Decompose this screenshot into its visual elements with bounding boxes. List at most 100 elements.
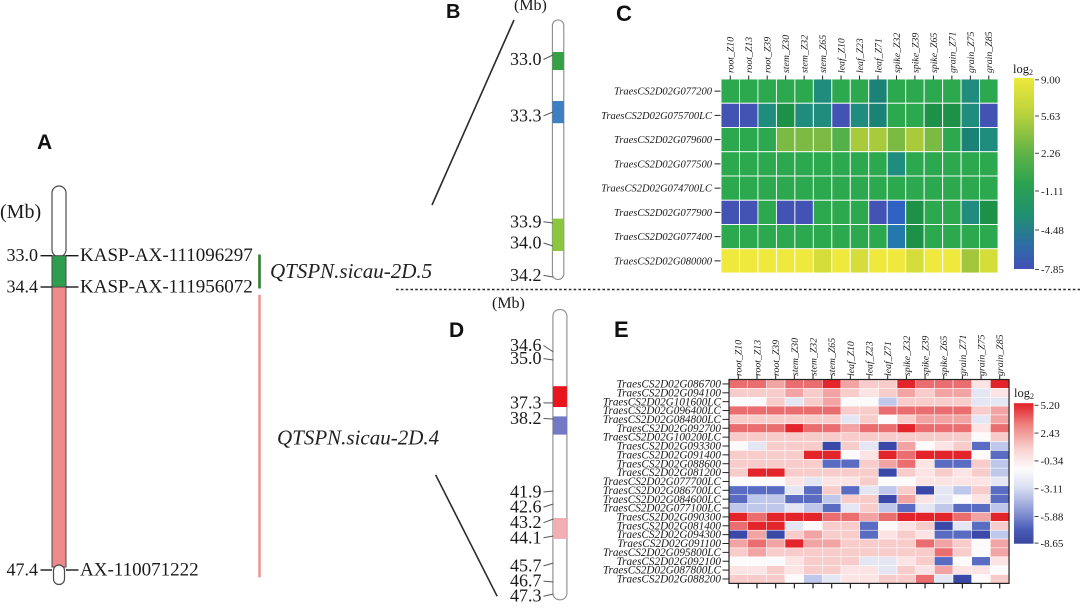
svg-text:E: E bbox=[614, 317, 629, 342]
svg-text:TraesCS2D02G091400: TraesCS2D02G091400 bbox=[617, 449, 722, 461]
svg-text:-5.88: -5.88 bbox=[1041, 511, 1064, 523]
svg-text:spike_Z39: spike_Z39 bbox=[920, 336, 931, 376]
svg-text:-1.11: -1.11 bbox=[1041, 186, 1064, 198]
svg-text:TraesCS2D02G094300: TraesCS2D02G094300 bbox=[617, 529, 722, 541]
svg-text:TraesCS2D02G087800LC: TraesCS2D02G087800LC bbox=[603, 565, 722, 577]
svg-text:leaf_Z71: leaf_Z71 bbox=[873, 38, 884, 73]
svg-text:38.2: 38.2 bbox=[510, 408, 542, 428]
svg-text:34.0: 34.0 bbox=[510, 233, 542, 253]
svg-text:9.00: 9.00 bbox=[1041, 75, 1061, 87]
svg-text:TraesCS2D02G079600: TraesCS2D02G079600 bbox=[614, 135, 713, 146]
svg-text:stem_Z65: stem_Z65 bbox=[827, 338, 838, 376]
svg-text:leaf_Z10: leaf_Z10 bbox=[846, 341, 857, 376]
svg-text:TraesCS2D02G081200: TraesCS2D02G081200 bbox=[617, 467, 722, 479]
svg-text:TraesCS2D02G077200: TraesCS2D02G077200 bbox=[614, 87, 713, 98]
svg-text:47.3: 47.3 bbox=[510, 586, 542, 606]
svg-text:TraesCS2D02G080000: TraesCS2D02G080000 bbox=[614, 256, 713, 267]
svg-text:TraesCS2D02G084600LC: TraesCS2D02G084600LC bbox=[603, 494, 722, 506]
svg-text:33.0: 33.0 bbox=[7, 245, 39, 265]
svg-text:root_Z39: root_Z39 bbox=[763, 37, 774, 73]
svg-text:45.7: 45.7 bbox=[510, 555, 542, 575]
svg-text:KASP-AX-111096297: KASP-AX-111096297 bbox=[80, 245, 253, 266]
svg-text:stem_Z30: stem_Z30 bbox=[781, 35, 792, 73]
svg-text:leaf_Z23: leaf_Z23 bbox=[864, 341, 875, 376]
svg-text:spike_Z32: spike_Z32 bbox=[902, 336, 913, 376]
svg-text:-0.34: -0.34 bbox=[1041, 456, 1064, 468]
svg-text:TraesCS2D02G091100: TraesCS2D02G091100 bbox=[617, 538, 721, 550]
svg-text:5.20: 5.20 bbox=[1041, 400, 1061, 412]
svg-text:QTSPN.sicau-2D.4: QTSPN.sicau-2D.4 bbox=[277, 426, 440, 450]
svg-text:34.4: 34.4 bbox=[7, 277, 39, 297]
svg-text:42.6: 42.6 bbox=[510, 497, 542, 517]
svg-text:46.7: 46.7 bbox=[510, 571, 542, 591]
svg-text:-4.48: -4.48 bbox=[1041, 225, 1064, 237]
svg-text:-8.65: -8.65 bbox=[1041, 538, 1064, 550]
svg-text:TraesCS2D02G075700LC: TraesCS2D02G075700LC bbox=[601, 111, 713, 122]
svg-text:TraesCS2D02G092700: TraesCS2D02G092700 bbox=[617, 423, 722, 435]
svg-text:41.9: 41.9 bbox=[510, 482, 542, 502]
svg-text:2.43: 2.43 bbox=[1041, 428, 1061, 440]
svg-text:-7.85: -7.85 bbox=[1041, 264, 1064, 276]
svg-text:QTSPN.sicau-2D.5: QTSPN.sicau-2D.5 bbox=[270, 259, 432, 283]
svg-text:stem_Z65: stem_Z65 bbox=[818, 35, 829, 73]
svg-text:47.4: 47.4 bbox=[7, 560, 39, 580]
svg-text:spike_Z65: spike_Z65 bbox=[939, 336, 950, 376]
svg-text:leaf_Z23: leaf_Z23 bbox=[855, 38, 866, 73]
svg-text:TraesCS2D02G081400: TraesCS2D02G081400 bbox=[617, 520, 722, 532]
svg-text:33.9: 33.9 bbox=[510, 211, 542, 231]
svg-text:spike_Z39: spike_Z39 bbox=[910, 33, 921, 73]
svg-text:35.0: 35.0 bbox=[510, 348, 542, 368]
svg-text:TraesCS2D02G077100LC: TraesCS2D02G077100LC bbox=[603, 503, 722, 515]
svg-text:TraesCS2D02G090300: TraesCS2D02G090300 bbox=[617, 512, 722, 524]
svg-text:grain_Z75: grain_Z75 bbox=[976, 335, 987, 376]
svg-text:grain_Z85: grain_Z85 bbox=[984, 32, 995, 73]
svg-text:grain_Z71: grain_Z71 bbox=[947, 32, 958, 73]
svg-text:TraesCS2D02G096400LC: TraesCS2D02G096400LC bbox=[603, 405, 722, 417]
svg-text:D: D bbox=[449, 319, 464, 342]
svg-text:root_Z39: root_Z39 bbox=[771, 340, 782, 376]
svg-text:37.3: 37.3 bbox=[510, 392, 542, 412]
svg-text:stem_Z32: stem_Z32 bbox=[800, 35, 811, 73]
svg-text:grain_Z75: grain_Z75 bbox=[966, 32, 977, 73]
svg-text:AX-110071222: AX-110071222 bbox=[80, 560, 199, 581]
svg-text:(Mb): (Mb) bbox=[0, 201, 41, 223]
svg-text:TraesCS2D02G095800LC: TraesCS2D02G095800LC bbox=[603, 547, 722, 559]
svg-text:spike_Z32: spike_Z32 bbox=[892, 33, 903, 73]
svg-text:grain_Z85: grain_Z85 bbox=[995, 335, 1006, 376]
svg-text:TraesCS2D02G100200LC: TraesCS2D02G100200LC bbox=[603, 432, 722, 444]
svg-text:TraesCS2D02G086700: TraesCS2D02G086700 bbox=[617, 379, 722, 391]
svg-text:-3.11: -3.11 bbox=[1041, 484, 1064, 496]
svg-text:TraesCS2D02G094100: TraesCS2D02G094100 bbox=[617, 387, 722, 399]
svg-text:2.26: 2.26 bbox=[1041, 148, 1061, 160]
svg-text:44.1: 44.1 bbox=[510, 527, 542, 547]
svg-text:C: C bbox=[616, 1, 632, 26]
svg-text:root_Z10: root_Z10 bbox=[726, 37, 737, 73]
svg-text:leaf_Z10: leaf_Z10 bbox=[836, 38, 847, 73]
svg-text:TraesCS2D02G086700LC: TraesCS2D02G086700LC bbox=[603, 485, 722, 497]
svg-text:TraesCS2D02G084800LC: TraesCS2D02G084800LC bbox=[603, 414, 722, 426]
svg-text:33.3: 33.3 bbox=[510, 105, 542, 125]
svg-text:TraesCS2D02G074700LC: TraesCS2D02G074700LC bbox=[601, 184, 713, 195]
svg-text:5.63: 5.63 bbox=[1041, 111, 1061, 123]
svg-text:TraesCS2D02G077900: TraesCS2D02G077900 bbox=[614, 208, 713, 219]
svg-text:root_Z13: root_Z13 bbox=[744, 37, 755, 73]
svg-text:log2: log2 bbox=[1014, 386, 1034, 401]
svg-text:TraesCS2D02G077500: TraesCS2D02G077500 bbox=[614, 159, 713, 170]
svg-text:TraesCS2D02G077400: TraesCS2D02G077400 bbox=[614, 232, 713, 243]
svg-text:spike_Z65: spike_Z65 bbox=[929, 33, 940, 73]
svg-text:(Mb): (Mb) bbox=[492, 295, 525, 312]
svg-text:(Mb): (Mb) bbox=[514, 0, 547, 14]
svg-text:B: B bbox=[446, 1, 460, 23]
svg-text:leaf_Z71: leaf_Z71 bbox=[883, 341, 894, 376]
svg-text:root_Z13: root_Z13 bbox=[752, 340, 763, 376]
svg-text:A: A bbox=[37, 131, 52, 154]
svg-text:TraesCS2D02G092100: TraesCS2D02G092100 bbox=[617, 556, 722, 568]
svg-text:root_Z10: root_Z10 bbox=[734, 340, 745, 376]
svg-text:TraesCS2D02G088200: TraesCS2D02G088200 bbox=[617, 574, 722, 586]
svg-text:TraesCS2D02G093300: TraesCS2D02G093300 bbox=[617, 441, 722, 453]
svg-text:stem_Z30: stem_Z30 bbox=[790, 338, 801, 376]
svg-text:34.6: 34.6 bbox=[510, 335, 542, 355]
svg-text:43.2: 43.2 bbox=[510, 512, 542, 532]
svg-text:33.0: 33.0 bbox=[510, 49, 542, 69]
svg-text:log2: log2 bbox=[1013, 62, 1033, 77]
